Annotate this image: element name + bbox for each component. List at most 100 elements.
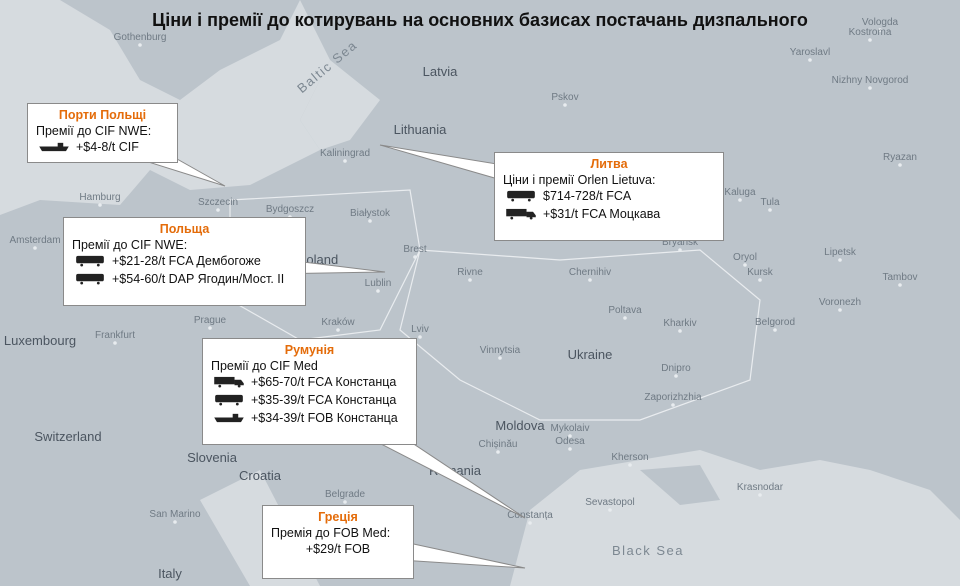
place-label: Bydgoszcz bbox=[266, 204, 314, 215]
city-dot bbox=[343, 500, 347, 504]
callout: Греція Премія до FOB Med: +$29/t FOB bbox=[262, 505, 414, 579]
city-dot bbox=[563, 103, 567, 107]
place-label: Tambov bbox=[882, 272, 917, 283]
place-label: Białystok bbox=[350, 208, 391, 219]
city-dot bbox=[868, 86, 872, 90]
place-label: Frankfurt bbox=[95, 330, 135, 341]
city-dot bbox=[743, 263, 747, 267]
city-dot bbox=[838, 258, 842, 262]
city-dot bbox=[568, 434, 572, 438]
city-dot bbox=[98, 203, 102, 207]
city-dot bbox=[678, 329, 682, 333]
ship-icon bbox=[214, 413, 244, 423]
city-dot bbox=[898, 283, 902, 287]
truck-icon bbox=[506, 208, 536, 220]
place-label: Sevastopol bbox=[585, 497, 634, 508]
place-label: Bryansk bbox=[662, 237, 699, 248]
city-dot bbox=[216, 208, 220, 212]
place-label: Belgorod bbox=[755, 317, 795, 328]
city-dot bbox=[173, 520, 177, 524]
place-label: Ukraine bbox=[568, 347, 613, 362]
place-label: Lviv bbox=[411, 324, 429, 335]
place-label: Kraków bbox=[321, 317, 355, 328]
place-label: Brest bbox=[403, 244, 427, 255]
place-label: Kherson bbox=[611, 452, 648, 463]
place-label: San Marino bbox=[149, 509, 201, 520]
city-dot bbox=[33, 246, 37, 250]
title: Ціни і премії до котирувань на основних … bbox=[152, 10, 808, 30]
callout: Литва Ціни і премії Orlen Lietuva: $714-72… bbox=[494, 152, 724, 241]
place-label: Chișinău bbox=[479, 439, 518, 450]
place-label: Kursk bbox=[747, 267, 774, 278]
city-dot bbox=[588, 278, 592, 282]
place-label: Moldova bbox=[495, 418, 545, 433]
city-dot bbox=[498, 356, 502, 360]
price-text: +$29/t FOB bbox=[305, 542, 371, 556]
place-label: Luxembourg bbox=[4, 333, 76, 348]
city-dot bbox=[878, 28, 882, 32]
price-text: +$21-28/t FCA Дембогоже bbox=[112, 254, 261, 268]
price-line: +$34-39/t FOB Констанца bbox=[211, 409, 408, 427]
city-dot bbox=[773, 328, 777, 332]
price-line: +$29/t FOB bbox=[271, 540, 405, 558]
price-line: +$21-28/t FCA Дембогоже bbox=[72, 252, 297, 270]
place-label: Vologda bbox=[862, 17, 899, 28]
place-label: Croatia bbox=[239, 468, 282, 483]
place-label: Yaroslavl bbox=[790, 47, 830, 58]
city-dot bbox=[343, 159, 347, 163]
scandinavia bbox=[60, 0, 300, 100]
place-label: Lublin bbox=[365, 278, 392, 289]
city-dot bbox=[138, 43, 142, 47]
price-text: +$35-39/t FCA Констанца bbox=[251, 393, 397, 407]
place-label: Lipetsk bbox=[824, 247, 857, 258]
callout-subtitle: Ціни і премії Orlen Lietuva: bbox=[503, 173, 656, 187]
place-label: Constanța bbox=[507, 510, 553, 521]
city-dot bbox=[758, 278, 762, 282]
place-label: Gothenburg bbox=[114, 32, 167, 43]
callout-title: Румунія bbox=[284, 343, 335, 357]
place-label: Tula bbox=[760, 197, 780, 208]
callout: Порти Польщі Премії до CIF NWE: +$4-8/t CI… bbox=[27, 103, 178, 163]
city-dot bbox=[496, 450, 500, 454]
city-dot bbox=[608, 508, 612, 512]
price-line: +$35-39/t FCA Констанца bbox=[211, 391, 408, 409]
city-dot bbox=[368, 219, 372, 223]
price-line: +$4-8/t CIF bbox=[36, 138, 169, 156]
place-label: Voronezh bbox=[819, 297, 861, 308]
price-line: +$31/t FCA Моцкава bbox=[503, 205, 715, 223]
city-dot bbox=[413, 255, 417, 259]
callout-title: Греція bbox=[318, 510, 358, 524]
place-label: Kaliningrad bbox=[320, 148, 370, 159]
truck-icon bbox=[214, 376, 244, 388]
place-label: Dnipro bbox=[661, 363, 691, 374]
city-dot bbox=[838, 308, 842, 312]
city-dot bbox=[376, 289, 380, 293]
price-line: +$54-60/t DAP Ягодин/Мост. II bbox=[72, 270, 297, 288]
place-label: Black Sea bbox=[612, 543, 684, 558]
place-label: Latvia bbox=[423, 64, 458, 79]
city-dot bbox=[468, 278, 472, 282]
city-dot bbox=[738, 198, 742, 202]
place-label: Kharkiv bbox=[663, 318, 696, 329]
place-label: Odesa bbox=[555, 436, 585, 447]
city-dot bbox=[768, 208, 772, 212]
callout-title: Польща bbox=[159, 222, 210, 236]
city-dot bbox=[528, 521, 532, 525]
city-dot bbox=[568, 447, 572, 451]
city-dot bbox=[628, 463, 632, 467]
city-dot bbox=[868, 38, 872, 42]
place-label: Kostroma bbox=[849, 27, 892, 38]
city-dot bbox=[113, 341, 117, 345]
callout: Польща Премії до CIF NWE: +$21-28/t FCA Де… bbox=[63, 217, 306, 306]
price-text: +$34-39/t FOB Констанца bbox=[251, 411, 398, 425]
place-label: Prague bbox=[194, 315, 227, 326]
place-label: Switzerland bbox=[34, 429, 101, 444]
city-dot bbox=[808, 58, 812, 62]
place-label: Pskov bbox=[551, 92, 578, 103]
place-label: Poltava bbox=[608, 305, 642, 316]
place-label: Slovenia bbox=[187, 450, 238, 465]
place-label: Rivne bbox=[457, 267, 483, 278]
city-dot bbox=[674, 374, 678, 378]
callout-subtitle: Премії до CIF NWE: bbox=[72, 238, 188, 252]
